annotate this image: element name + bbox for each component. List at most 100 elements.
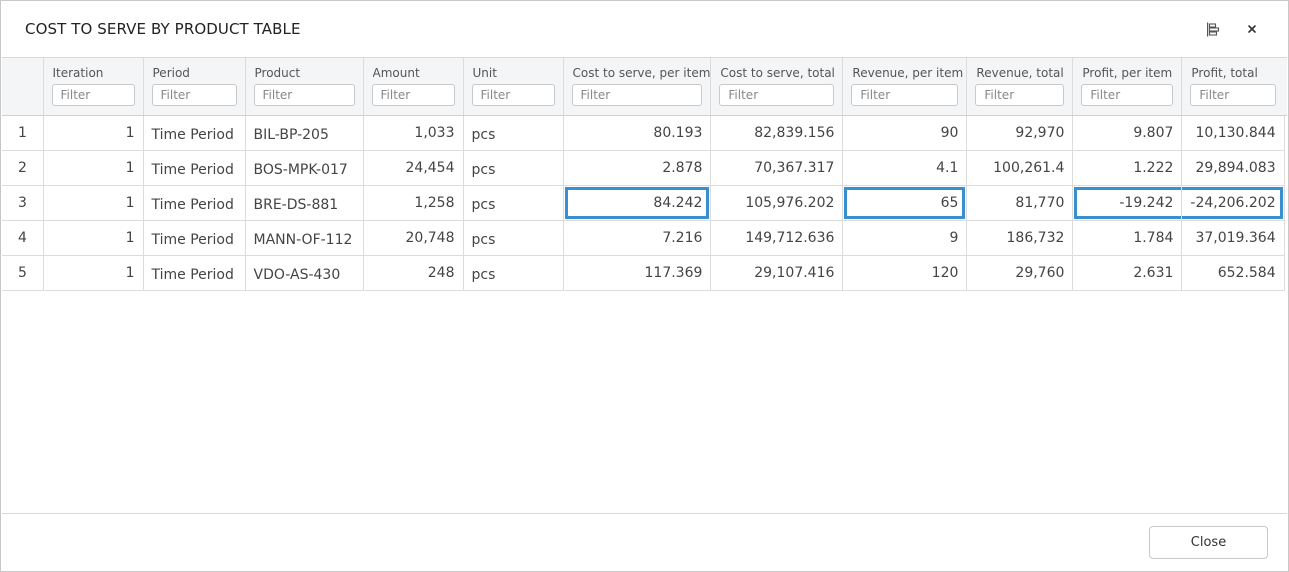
table-cell[interactable]: 117.369 xyxy=(563,255,712,291)
column-filter-input[interactable] xyxy=(51,84,135,106)
table-cell[interactable]: -24,206.202 xyxy=(1181,185,1285,221)
table-cell[interactable]: 100,261.4 xyxy=(966,150,1074,186)
table-cell[interactable]: 1,033 xyxy=(363,115,464,151)
table-cell[interactable]: BRE-DS-881 xyxy=(245,185,364,221)
column-header[interactable]: Amount xyxy=(363,58,464,116)
column-filter-input[interactable] xyxy=(471,84,555,106)
column-header[interactable]: Unit xyxy=(463,58,564,116)
table-cell[interactable]: pcs xyxy=(463,255,564,291)
dialog-title: COST TO SERVE BY PRODUCT TABLE xyxy=(25,20,301,38)
column-filter-input[interactable] xyxy=(151,84,237,106)
column-header[interactable]: Cost to serve, per item xyxy=(563,58,712,116)
table-cell[interactable]: 4.1 xyxy=(842,150,968,186)
close-button[interactable]: Close xyxy=(1149,526,1268,559)
table-cell[interactable]: VDO-AS-430 xyxy=(245,255,364,291)
column-filter-input[interactable] xyxy=(851,84,959,106)
table-cell[interactable]: BOS-MPK-017 xyxy=(245,150,364,186)
table-cell[interactable]: 2.631 xyxy=(1072,255,1183,291)
column-header-label: Cost to serve, total xyxy=(720,66,835,80)
column-header-label: Unit xyxy=(472,66,497,80)
table-cell[interactable]: -19.242 xyxy=(1072,185,1183,221)
dialog-header: COST TO SERVE BY PRODUCT TABLE xyxy=(1,1,1288,57)
row-index: 1 xyxy=(2,115,44,151)
table-cell[interactable]: 1.784 xyxy=(1072,220,1183,256)
table-cell[interactable]: 29,107.416 xyxy=(710,255,844,291)
table-cell[interactable]: 10,130.844 xyxy=(1181,115,1285,151)
table-cell[interactable]: 149,712.636 xyxy=(710,220,844,256)
table-row[interactable]: 3 1 Time Period BRE-DS-881 1,258 pcs 84.242 105… xyxy=(2,185,1285,221)
column-settings-icon[interactable] xyxy=(1203,19,1223,39)
close-icon[interactable] xyxy=(1242,19,1262,39)
table-cell[interactable]: 2.878 xyxy=(563,150,712,186)
column-header-label: Revenue, total xyxy=(976,66,1064,80)
table-cell[interactable]: BIL-BP-205 xyxy=(245,115,364,151)
table-cell[interactable]: 92,970 xyxy=(966,115,1074,151)
table-cell[interactable]: 186,732 xyxy=(966,220,1074,256)
data-table-container[interactable]: Iteration Period Product Amount Unit Cost to … xyxy=(2,57,1287,514)
column-header[interactable]: Iteration xyxy=(43,58,144,116)
column-header[interactable]: Cost to serve, total xyxy=(710,58,844,116)
column-header[interactable]: Product xyxy=(245,58,364,116)
table-cell[interactable]: 80.193 xyxy=(563,115,712,151)
table-row[interactable]: 1 1 Time Period BIL-BP-205 1,033 pcs 80.193 82,… xyxy=(2,115,1285,151)
column-header-label: Profit, per item xyxy=(1082,66,1173,80)
column-filter-input[interactable] xyxy=(253,84,355,106)
column-filter-input[interactable] xyxy=(371,84,455,106)
table-cell[interactable]: 24,454 xyxy=(363,150,464,186)
header-spacer xyxy=(1277,58,1287,116)
table-cell[interactable]: 65 xyxy=(842,185,968,221)
table-cell[interactable]: Time Period xyxy=(143,255,246,291)
table-cell[interactable]: 105,976.202 xyxy=(710,185,844,221)
table-cell[interactable]: 9.807 xyxy=(1072,115,1183,151)
column-filter-input[interactable] xyxy=(1190,84,1276,106)
table-row[interactable]: 4 1 Time Period MANN-OF-112 20,748 pcs 7.216 14… xyxy=(2,220,1285,256)
column-filter-input[interactable] xyxy=(719,84,835,106)
table-cell[interactable]: Time Period xyxy=(143,185,246,221)
table-row[interactable]: 5 1 Time Period VDO-AS-430 248 pcs 117.369 29,1… xyxy=(2,255,1285,291)
column-header[interactable]: Revenue, per item xyxy=(842,58,968,116)
table-cell[interactable]: 248 xyxy=(363,255,464,291)
column-filter-input[interactable] xyxy=(975,84,1065,106)
dialog-footer: Close xyxy=(1,513,1288,571)
table-cell[interactable]: 84.242 xyxy=(563,185,712,221)
table-cell[interactable]: pcs xyxy=(463,150,564,186)
table-cell[interactable]: Time Period xyxy=(143,150,246,186)
table-cell[interactable]: Time Period xyxy=(143,115,246,151)
table-cell[interactable]: pcs xyxy=(463,185,564,221)
column-header[interactable]: Revenue, total xyxy=(966,58,1074,116)
table-cell[interactable]: 9 xyxy=(842,220,968,256)
table-cell[interactable]: Time Period xyxy=(143,220,246,256)
table-cell[interactable]: 1,258 xyxy=(363,185,464,221)
table-cell[interactable]: 120 xyxy=(842,255,968,291)
table-cell[interactable]: pcs xyxy=(463,220,564,256)
table-cell[interactable]: 82,839.156 xyxy=(710,115,844,151)
table-cell[interactable]: 652.584 xyxy=(1181,255,1285,291)
column-header[interactable]: Profit, total xyxy=(1181,58,1285,116)
table-cell[interactable]: MANN-OF-112 xyxy=(245,220,364,256)
column-header-label: Iteration xyxy=(52,66,104,80)
table-cell[interactable]: 1 xyxy=(43,115,144,151)
column-header-label: Product xyxy=(254,66,301,80)
table-cell[interactable]: 1.222 xyxy=(1072,150,1183,186)
table-cell[interactable]: 81,770 xyxy=(966,185,1074,221)
table-cell[interactable]: 1 xyxy=(43,220,144,256)
column-header-label: Profit, total xyxy=(1191,66,1258,80)
column-filter-input[interactable] xyxy=(571,84,703,106)
table-cell[interactable]: 1 xyxy=(43,185,144,221)
column-header-label: Cost to serve, per item xyxy=(572,66,711,80)
table-cell[interactable]: 90 xyxy=(842,115,968,151)
table-cell[interactable]: 20,748 xyxy=(363,220,464,256)
table-cell[interactable]: pcs xyxy=(463,115,564,151)
table-cell[interactable]: 29,760 xyxy=(966,255,1074,291)
column-header[interactable]: Profit, per item xyxy=(1072,58,1183,116)
table-cell[interactable]: 70,367.317 xyxy=(710,150,844,186)
column-header[interactable]: Period xyxy=(143,58,246,116)
table-cell[interactable]: 7.216 xyxy=(563,220,712,256)
table-row[interactable]: 2 1 Time Period BOS-MPK-017 24,454 pcs 2.878 70… xyxy=(2,150,1285,186)
table-cell[interactable]: 37,019.364 xyxy=(1181,220,1285,256)
table-cell[interactable]: 1 xyxy=(43,255,144,291)
table-cell[interactable]: 29,894.083 xyxy=(1181,150,1285,186)
table-cell[interactable]: 1 xyxy=(43,150,144,186)
column-filter-input[interactable] xyxy=(1081,84,1174,106)
